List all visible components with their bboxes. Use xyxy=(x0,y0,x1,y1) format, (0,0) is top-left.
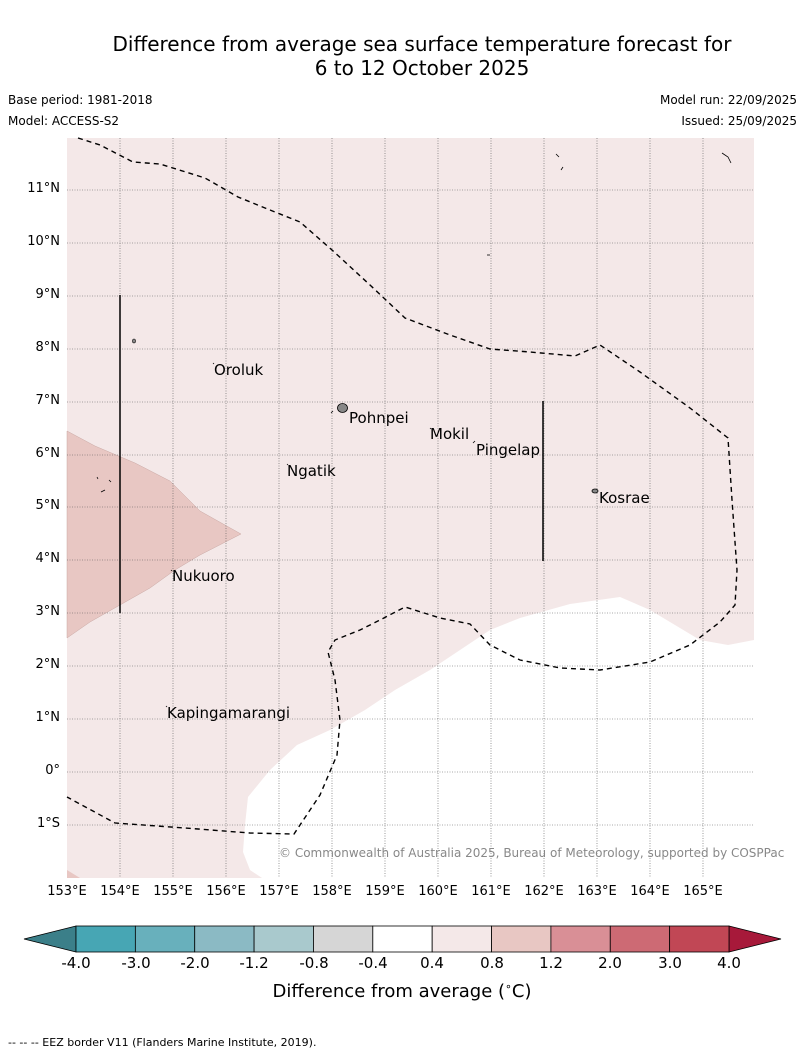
colorbar-tick: -2.0 xyxy=(180,954,210,972)
place-label-oroluk: Oroluk xyxy=(214,361,264,379)
anomaly-0-8-to-1-2-region xyxy=(66,430,242,639)
colorbar-segment xyxy=(372,925,433,953)
model-name: Model: ACCESS-S2 xyxy=(8,114,120,128)
colorbar-segment xyxy=(550,925,611,953)
eez-legend-note: -- -- -- EEZ border V11 (Flanders Marine… xyxy=(8,1036,317,1049)
title-line-2: 6 to 12 October 2025 xyxy=(314,56,530,80)
gridlines xyxy=(67,138,754,878)
colorbar-tick: 0.4 xyxy=(420,954,444,972)
lat-label: 3°N xyxy=(35,604,61,619)
lat-label: 2°N xyxy=(35,657,61,672)
kosrae-island xyxy=(591,488,599,494)
colorbar-segment xyxy=(194,925,255,953)
colorbar-label-degree: ∘ xyxy=(505,980,512,993)
anomaly-neutral-region xyxy=(243,597,754,878)
place-label-mokil: Mokil xyxy=(430,425,470,443)
model-run: Model run: 22/09/2025 xyxy=(659,93,797,107)
lon-label: 156°E xyxy=(206,884,246,899)
colorbar-segments xyxy=(75,925,730,953)
lon-label: 157°E xyxy=(259,884,299,899)
lon-label: 160°E xyxy=(418,884,458,899)
lon-label: 155°E xyxy=(153,884,193,899)
lat-label: 0° xyxy=(45,763,60,778)
colorbar-segment xyxy=(609,925,671,953)
colorbar-low-extend xyxy=(23,925,77,953)
map-title: Difference from average sea surface temp… xyxy=(0,32,804,80)
colorbar xyxy=(23,925,782,953)
colorbar-tick: -0.8 xyxy=(299,954,329,972)
lat-label: 1°S xyxy=(36,816,60,831)
place-label-pingelap: Pingelap xyxy=(476,441,541,459)
place-label-kapingamarangi: Kapingamarangi xyxy=(167,704,291,722)
lat-label: 9°N xyxy=(35,287,61,302)
colorbar-tick: 0.8 xyxy=(480,954,504,972)
lat-label: 11°N xyxy=(27,181,60,196)
lat-label: 10°N xyxy=(27,234,60,249)
atoll-island xyxy=(132,338,136,344)
colorbar-segment xyxy=(253,925,314,953)
colorbar-title: Difference from average (∘C) xyxy=(0,980,804,1002)
lon-label: 161°E xyxy=(471,884,511,899)
colorbar-segment xyxy=(75,925,136,953)
lon-label: 163°E xyxy=(577,884,617,899)
colorbar-tick: -1.2 xyxy=(239,954,269,972)
colorbar-tick: 4.0 xyxy=(717,954,741,972)
copyright-credit: © Commonwealth of Australia 2025, Bureau… xyxy=(279,846,785,860)
lat-label: 5°N xyxy=(35,498,61,513)
colorbar-tick: -0.4 xyxy=(358,954,388,972)
lat-label: 4°N xyxy=(35,551,61,566)
anomaly-corner-region xyxy=(67,870,80,878)
lon-label: 159°E xyxy=(365,884,405,899)
lat-label: 1°N xyxy=(35,710,61,725)
place-label-kosrae: Kosrae xyxy=(599,489,650,507)
colorbar-tick: -4.0 xyxy=(61,954,91,972)
lon-label: 158°E xyxy=(312,884,352,899)
lon-label: 162°E xyxy=(524,884,564,899)
colorbar-tick: 1.2 xyxy=(539,954,563,972)
pohnpei-island xyxy=(337,403,348,413)
colorbar-segment xyxy=(491,925,552,953)
place-label-ngatik: Ngatik xyxy=(287,462,336,480)
place-label-nukuoro: Nukuoro xyxy=(172,567,235,585)
eez-border xyxy=(66,137,738,835)
colorbar-label-unit: C) xyxy=(511,981,532,1002)
colorbar-segment xyxy=(669,925,730,953)
lat-label: 7°N xyxy=(35,393,61,408)
colorbar-high-extend xyxy=(728,925,782,953)
colorbar-tick: 3.0 xyxy=(658,954,682,972)
colorbar-segment xyxy=(431,925,492,953)
lon-label: 154°E xyxy=(100,884,140,899)
title-line-1: Difference from average sea surface temp… xyxy=(112,32,732,56)
lat-label: 6°N xyxy=(35,446,61,461)
place-label-pohnpei: Pohnpei xyxy=(349,409,409,427)
colorbar-tick: -3.0 xyxy=(121,954,151,972)
colorbar-label-text: Difference from average ( xyxy=(272,981,506,1002)
base-period: Base period: 1981-2018 xyxy=(8,93,153,107)
colorbar-segment xyxy=(134,925,196,953)
colorbar-tick: 2.0 xyxy=(598,954,622,972)
colorbar-segment xyxy=(313,925,374,953)
minor-islets xyxy=(96,152,732,708)
lon-label: 165°E xyxy=(683,884,723,899)
issued-date: Issued: 25/09/2025 xyxy=(681,114,797,128)
lon-label: 164°E xyxy=(630,884,670,899)
lat-label: 8°N xyxy=(35,340,61,355)
lon-label: 153°E xyxy=(47,884,87,899)
